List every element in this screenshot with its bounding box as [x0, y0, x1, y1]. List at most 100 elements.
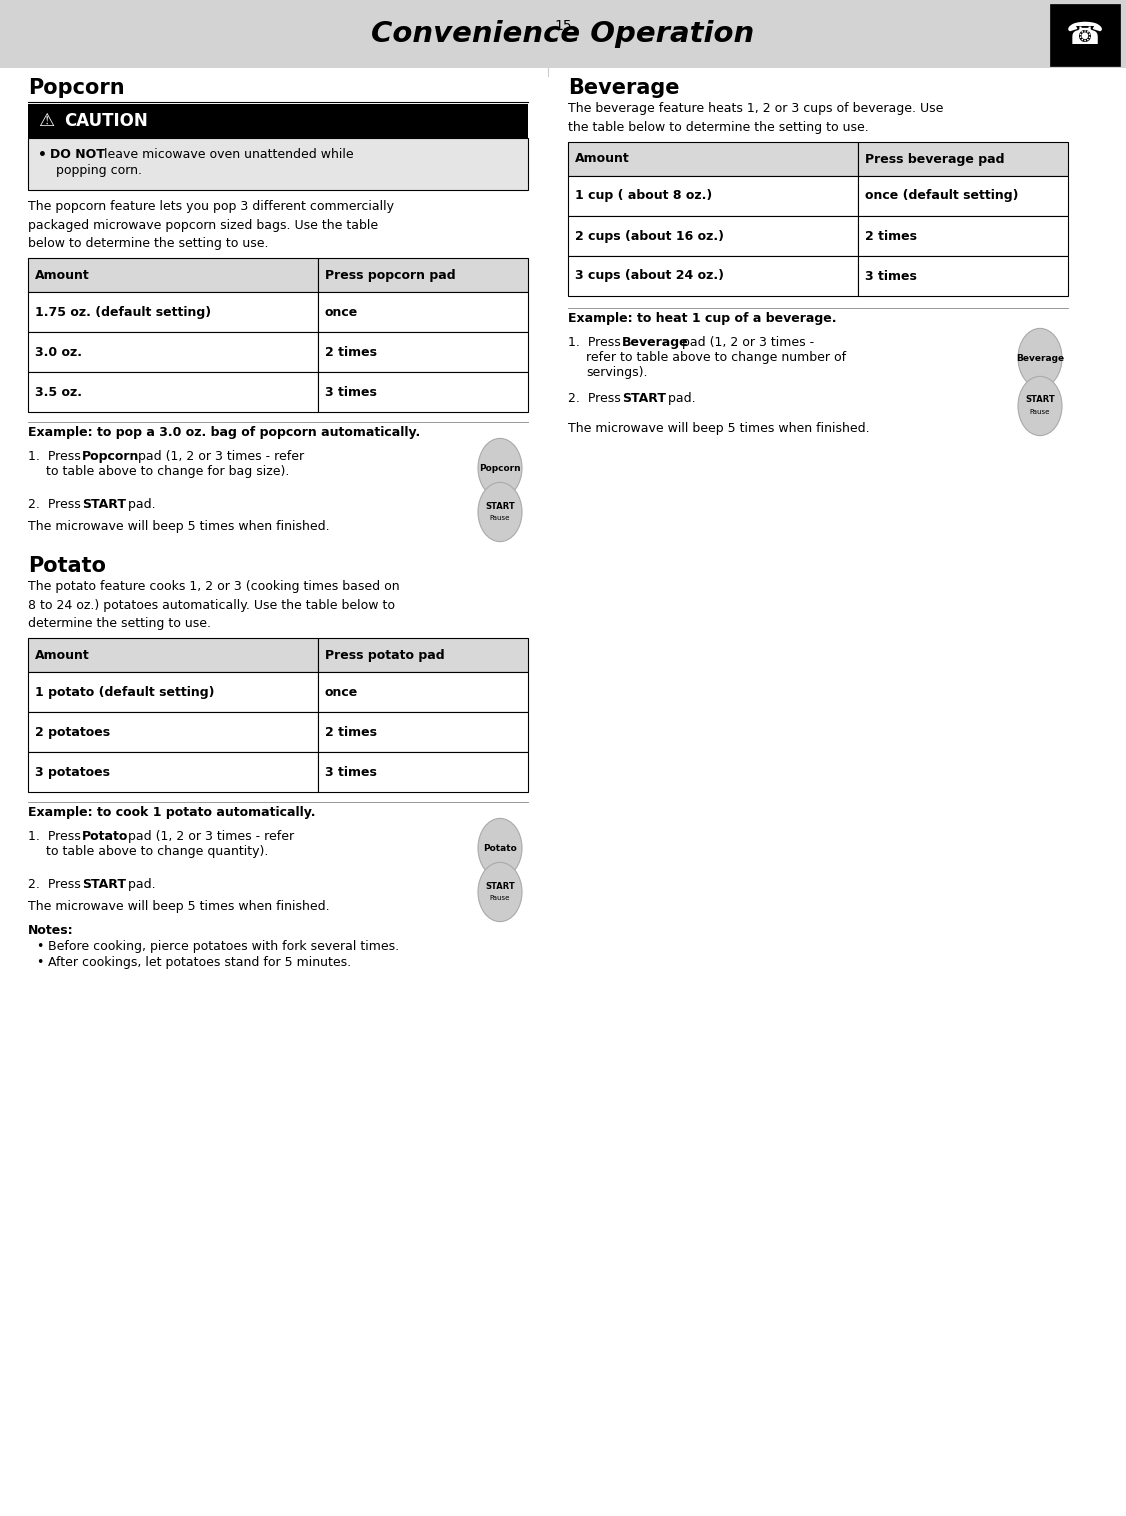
Text: Beverage: Beverage	[1016, 353, 1064, 362]
Text: •: •	[36, 940, 44, 954]
Text: DO NOT: DO NOT	[50, 149, 105, 161]
Bar	[318, 752, 528, 791]
Text: Example: to heat 1 cup of a beverage.: Example: to heat 1 cup of a beverage.	[568, 312, 837, 324]
Text: START: START	[82, 497, 126, 511]
Text: Press beverage pad: Press beverage pad	[865, 153, 1004, 165]
Text: pad (1, 2 or 3 times - refer: pad (1, 2 or 3 times - refer	[124, 829, 294, 843]
Text: After cookings, let potatoes stand for 5 minutes.: After cookings, let potatoes stand for 5…	[48, 957, 351, 969]
Circle shape	[479, 863, 522, 922]
Text: 2 times: 2 times	[325, 346, 377, 358]
Text: 2 potatoes: 2 potatoes	[35, 726, 110, 738]
Text: Popcorn: Popcorn	[480, 464, 521, 473]
Text: ☎: ☎	[1066, 21, 1103, 50]
Text: The potato feature cooks 1, 2 or 3 (cooking times based on
8 to 24 oz.) potatoes: The potato feature cooks 1, 2 or 3 (cook…	[28, 581, 400, 631]
Text: once: once	[325, 685, 358, 699]
Text: Pause: Pause	[490, 894, 510, 901]
Text: START: START	[82, 878, 126, 891]
Text: 15: 15	[554, 20, 572, 33]
Text: •: •	[36, 957, 44, 969]
Text: ⚠: ⚠	[38, 112, 54, 130]
Circle shape	[479, 482, 522, 541]
Text: CAUTION: CAUTION	[64, 112, 148, 130]
Text: 3 times: 3 times	[865, 270, 917, 282]
Text: 3 times: 3 times	[325, 385, 377, 399]
Text: 2 cups (about 16 oz.): 2 cups (about 16 oz.)	[575, 229, 724, 243]
Bar	[28, 105, 528, 138]
Text: 2 times: 2 times	[865, 229, 917, 243]
Text: Before cooking, pierce potatoes with fork several times.: Before cooking, pierce potatoes with for…	[48, 940, 399, 954]
Text: Example: to cook 1 potato automatically.: Example: to cook 1 potato automatically.	[28, 807, 315, 819]
Bar	[568, 215, 858, 256]
Text: leave micowave oven unattended while: leave micowave oven unattended while	[100, 149, 354, 161]
Text: pad (1, 2 or 3 times - refer: pad (1, 2 or 3 times - refer	[134, 450, 304, 462]
Text: The beverage feature heats 1, 2 or 3 cups of beverage. Use
the table below to de: The beverage feature heats 1, 2 or 3 cup…	[568, 102, 944, 133]
Text: Example: to pop a 3.0 oz. bag of popcorn automatically.: Example: to pop a 3.0 oz. bag of popcorn…	[28, 426, 420, 440]
Bar	[28, 672, 318, 713]
Text: 1.  Press: 1. Press	[28, 450, 84, 462]
Text: Pause: Pause	[1030, 409, 1051, 415]
Text: Amount: Amount	[35, 268, 90, 282]
Text: servings).: servings).	[586, 365, 647, 379]
Bar	[318, 672, 528, 713]
Bar	[318, 371, 528, 412]
Text: START: START	[1025, 396, 1055, 405]
Bar	[318, 332, 528, 371]
Text: •: •	[38, 149, 47, 162]
Bar	[28, 258, 318, 293]
Circle shape	[479, 438, 522, 497]
Text: Beverage: Beverage	[622, 337, 689, 349]
Text: 2.  Press: 2. Press	[568, 393, 625, 405]
Text: Popcorn: Popcorn	[82, 450, 140, 462]
Text: 1.  Press: 1. Press	[568, 337, 625, 349]
Bar	[858, 215, 1067, 256]
Text: START: START	[622, 393, 665, 405]
Bar	[568, 176, 858, 215]
Text: Press potato pad: Press potato pad	[325, 649, 445, 661]
Text: pad.: pad.	[664, 393, 696, 405]
Text: once (default setting): once (default setting)	[865, 190, 1019, 203]
Circle shape	[1018, 329, 1062, 388]
Bar	[318, 258, 528, 293]
Text: 3 times: 3 times	[325, 766, 377, 779]
Bar	[0, 0, 1126, 68]
Bar	[318, 293, 528, 332]
Text: START: START	[485, 881, 515, 890]
Text: 3 potatoes: 3 potatoes	[35, 766, 110, 779]
Text: 3 cups (about 24 oz.): 3 cups (about 24 oz.)	[575, 270, 724, 282]
Text: Amount: Amount	[35, 649, 90, 661]
Text: 3.5 oz.: 3.5 oz.	[35, 385, 82, 399]
Text: The microwave will beep 5 times when finished.: The microwave will beep 5 times when fin…	[28, 520, 330, 534]
Circle shape	[1018, 376, 1062, 435]
Text: 1.  Press: 1. Press	[28, 829, 84, 843]
Bar	[28, 138, 528, 190]
Bar	[568, 143, 858, 176]
Text: The popcorn feature lets you pop 3 different commercially
packaged microwave pop: The popcorn feature lets you pop 3 diffe…	[28, 200, 394, 250]
Text: Beverage: Beverage	[568, 77, 679, 99]
Text: Potato: Potato	[483, 843, 517, 852]
Bar	[858, 143, 1067, 176]
Text: once: once	[325, 306, 358, 318]
Bar	[1051, 5, 1120, 67]
Bar	[28, 752, 318, 791]
Bar	[858, 256, 1067, 296]
Text: Notes:: Notes:	[28, 923, 73, 937]
Text: pad (1, 2 or 3 times -: pad (1, 2 or 3 times -	[678, 337, 814, 349]
Text: pad.: pad.	[124, 878, 155, 891]
Text: 2 times: 2 times	[325, 726, 377, 738]
Bar	[28, 332, 318, 371]
Bar	[28, 371, 318, 412]
Text: Pause: Pause	[490, 515, 510, 522]
Text: to table above to change quantity).: to table above to change quantity).	[46, 844, 268, 858]
Text: 3.0 oz.: 3.0 oz.	[35, 346, 82, 358]
Circle shape	[479, 819, 522, 878]
Text: to table above to change for bag size).: to table above to change for bag size).	[46, 465, 289, 478]
Bar	[318, 713, 528, 752]
Text: 2.  Press: 2. Press	[28, 497, 84, 511]
Text: 1 cup ( about 8 oz.): 1 cup ( about 8 oz.)	[575, 190, 713, 203]
Bar	[318, 638, 528, 672]
Text: Potato: Potato	[82, 829, 128, 843]
Text: Amount: Amount	[575, 153, 629, 165]
Text: Popcorn: Popcorn	[28, 77, 125, 99]
Text: Press popcorn pad: Press popcorn pad	[325, 268, 456, 282]
Text: 2.  Press: 2. Press	[28, 878, 84, 891]
